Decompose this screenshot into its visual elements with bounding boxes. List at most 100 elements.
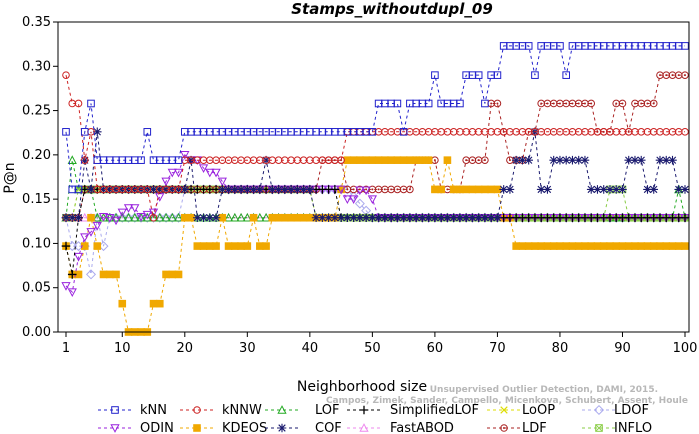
point-odin	[355, 186, 365, 196]
point-cof	[493, 213, 502, 223]
point-kdeos	[524, 242, 533, 250]
point-kdeos	[556, 242, 564, 250]
y-tick-label: 0.35	[22, 15, 51, 30]
point-cof	[643, 185, 652, 194]
legend: kNN kNNW LOF SimplifiedLOF LoOP LDOF ODIN KDEOS…	[98, 403, 652, 434]
point-kdeos	[299, 213, 308, 222]
legend-marker-kdeos	[193, 424, 201, 432]
point-kdeos	[374, 156, 383, 164]
x-tick-label: 70	[489, 341, 506, 356]
series-line-ldof	[65, 188, 685, 275]
point-odin	[142, 210, 152, 220]
point-lof	[255, 212, 265, 222]
legend-item-simplifiedlof: SimplifiedLOF	[347, 403, 479, 418]
point-kdeos	[180, 213, 189, 222]
point-lof	[242, 212, 252, 222]
legend-label-simplifiedlof: SimplifiedLOF	[390, 403, 479, 418]
point-kdeos	[393, 156, 402, 164]
point-odin	[198, 164, 209, 174]
legend-marker-odin	[110, 424, 120, 433]
legend-marker-inflo	[595, 424, 603, 432]
point-kdeos	[443, 156, 452, 164]
point-kdeos	[581, 242, 589, 250]
point-kdeos	[618, 242, 627, 250]
point-knn	[531, 71, 539, 79]
point-odin	[86, 228, 96, 237]
point-kdeos	[412, 156, 420, 164]
point-cof	[343, 213, 352, 223]
point-knn	[481, 99, 489, 108]
point-kdeos	[674, 242, 683, 250]
point-cof	[399, 213, 408, 223]
series-line-odin	[65, 154, 685, 294]
point-kdeos	[631, 242, 639, 250]
legend-item-inflo: INFLO	[582, 421, 652, 434]
point-odin	[161, 177, 171, 187]
point-odin	[92, 221, 102, 231]
point-lof	[230, 212, 240, 222]
point-kdeos	[418, 156, 427, 164]
point-cof	[224, 185, 233, 194]
x-tick-label: 1	[62, 341, 70, 356]
point-kdeos	[193, 242, 202, 250]
point-cof	[361, 213, 371, 223]
legend-marker-simplifiedlof	[359, 405, 369, 415]
point-kdeos	[568, 242, 577, 250]
series-knn	[62, 42, 689, 194]
point-cof	[624, 155, 634, 165]
point-cof	[193, 213, 202, 223]
legend-marker-ldf	[500, 424, 508, 432]
point-kdeos	[349, 156, 358, 164]
series-kdeos	[62, 156, 689, 336]
point-kdeos	[574, 242, 583, 250]
point-knn	[424, 99, 433, 108]
point-kdeos	[155, 299, 164, 308]
point-cof	[255, 185, 265, 194]
point-kdeos	[268, 213, 277, 222]
point-ldf	[587, 99, 596, 108]
point-ldf	[674, 71, 683, 79]
y-tick-label: 0.05	[22, 281, 51, 296]
point-ldf	[462, 156, 470, 164]
point-ldof	[348, 191, 359, 202]
point-cof	[305, 185, 315, 194]
x-tick-label: 80	[552, 341, 569, 356]
point-kdeos	[368, 156, 377, 164]
point-cof	[605, 185, 615, 194]
point-kdeos	[424, 156, 433, 164]
point-odin	[136, 213, 146, 222]
point-simplifiedlof	[330, 185, 340, 194]
point-knnw	[62, 71, 70, 79]
point-cof	[518, 155, 527, 165]
point-cof	[286, 185, 296, 194]
legend-label-ldof: LDOF	[614, 403, 649, 418]
point-cof	[549, 155, 558, 165]
point-ldf	[643, 99, 652, 108]
legend-marker-cof	[277, 423, 287, 433]
x-tick-label: 60	[427, 341, 444, 356]
point-cof	[61, 213, 71, 223]
point-kdeos	[93, 242, 102, 250]
legend-item-cof: COF	[265, 421, 342, 434]
legend-label-odin: ODIN	[140, 421, 174, 434]
point-kdeos	[431, 185, 439, 194]
point-kdeos	[174, 270, 183, 279]
point-knnw	[80, 156, 89, 164]
legend-item-fastabod: FastABOD	[347, 421, 454, 434]
y-tick-label: 0.25	[22, 104, 51, 119]
point-cof	[543, 185, 552, 194]
legend-label-cof: COF	[315, 421, 342, 434]
series-simplifiedlof	[61, 185, 690, 279]
point-lof	[161, 212, 171, 222]
point-kdeos	[237, 242, 245, 250]
point-cof	[655, 155, 665, 165]
point-knn	[681, 42, 689, 50]
point-kdeos	[537, 242, 545, 250]
point-kdeos	[599, 242, 608, 250]
x-tick-label: 10	[114, 341, 131, 356]
point-cof	[486, 213, 496, 223]
point-ldf	[481, 156, 489, 164]
point-knnw	[74, 99, 83, 108]
legend-item-ldof: LDOF	[582, 403, 649, 418]
point-cof	[511, 155, 521, 165]
